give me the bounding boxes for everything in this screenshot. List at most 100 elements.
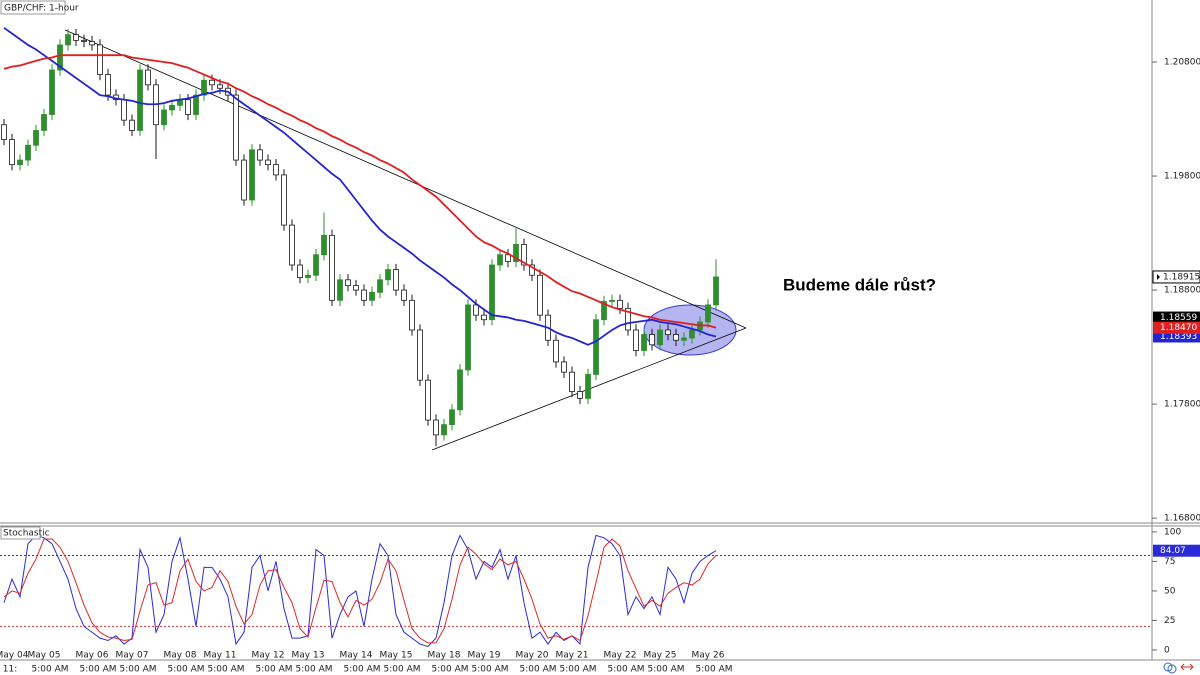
x-time-label: 11: <box>3 665 17 675</box>
x-tick-label: May 21 <box>556 651 589 661</box>
candle-body <box>649 334 655 346</box>
x-time-label: 5:00 AM <box>296 665 333 675</box>
candle-body <box>25 144 31 161</box>
title-box <box>0 0 66 15</box>
icon[interactable] <box>1167 664 1177 674</box>
candle-body <box>433 419 439 436</box>
candle-body <box>73 34 79 41</box>
candle-body <box>593 319 599 375</box>
x-time-label: 5:00 AM <box>648 665 685 675</box>
candle-body <box>665 329 671 335</box>
candle-body <box>553 339 559 363</box>
last-price-tag: 1.18915 <box>1163 272 1200 282</box>
annotation: Budeme dále růst? <box>783 275 936 294</box>
x-tick-label: May 12 <box>252 651 285 661</box>
last-price-bg <box>1152 270 1200 284</box>
candle-body <box>401 289 407 301</box>
candle-body <box>233 94 239 161</box>
candle-body <box>289 224 295 266</box>
x-time-label: 5:00 AM <box>168 665 205 675</box>
candle-body <box>481 314 487 321</box>
candle-body <box>369 291 375 301</box>
candle-body <box>577 391 583 399</box>
indicator-title-box <box>0 526 41 540</box>
x-tick-label: May 07 <box>116 651 149 661</box>
candle-body <box>273 164 279 176</box>
x-tick-label: May 06 <box>76 651 109 661</box>
candle-body <box>265 159 271 166</box>
y-tick-label: 1.16800 <box>1164 514 1200 524</box>
x-time-label: 5:00 AM <box>472 665 509 675</box>
candle-body <box>241 159 247 201</box>
candle-body <box>329 234 335 301</box>
candle-body <box>465 304 471 371</box>
candle-body <box>297 264 303 278</box>
x-tick-label: May 22 <box>604 651 637 661</box>
x-tick-label: May 13 <box>292 651 325 661</box>
candle-body <box>9 139 15 166</box>
x-tick-label: May 11 <box>204 651 237 661</box>
x-tick-label: May 19 <box>468 651 501 661</box>
ma-price-tag-bg <box>1153 321 1200 334</box>
icon[interactable] <box>1180 663 1194 671</box>
candle-body <box>489 264 495 321</box>
candle-body <box>409 299 415 331</box>
candle-body <box>17 159 23 166</box>
candle-body <box>41 114 47 131</box>
x-time-label: 5:00 AM <box>608 665 645 675</box>
candle-body <box>681 337 687 341</box>
indicator-title: Stochastic <box>3 529 50 539</box>
candle-body <box>537 274 543 316</box>
x-time-label: 5:00 AM <box>208 665 245 675</box>
moving-average <box>3 27 717 346</box>
x-tick-label: May 14 <box>340 651 373 661</box>
candle-body <box>393 269 399 291</box>
x-tick-label: May 04 <box>0 651 29 661</box>
candle-body <box>257 149 263 161</box>
y-tick-label: 1.17800 <box>1164 400 1200 410</box>
reference-price-tag-bg <box>1153 311 1200 324</box>
candle-body <box>57 44 63 71</box>
candle-body <box>417 329 423 381</box>
candle-body <box>81 39 87 42</box>
toolbar-icons[interactable] <box>1163 662 1194 674</box>
candle-body <box>473 304 479 316</box>
candle-body <box>193 94 199 115</box>
candle-body <box>353 285 359 291</box>
x-time-label: 5:00 AM <box>432 665 469 675</box>
y-tick-label: 100 <box>1164 527 1181 537</box>
candle-body <box>345 279 351 286</box>
x-tick-label: May 08 <box>164 651 197 661</box>
indicator-tag-bg <box>1153 544 1200 557</box>
ma-price-tag: 1.18470 <box>1160 323 1197 333</box>
last-price-arrow <box>1157 273 1160 280</box>
candle-body <box>313 254 319 276</box>
candle-body <box>657 329 663 346</box>
candle-body <box>585 374 591 399</box>
x-tick-label: May 15 <box>380 651 413 661</box>
moving-average <box>3 54 717 329</box>
candle-body <box>609 299 615 302</box>
candle-body <box>601 301 607 321</box>
candle-body <box>201 79 207 96</box>
y-tick-label: 1.20800 <box>1164 58 1200 68</box>
candle-body <box>209 79 215 86</box>
candle-body <box>521 244 527 266</box>
candle-body <box>617 299 623 309</box>
candle-body <box>249 149 255 201</box>
candle-body <box>449 409 455 426</box>
candle-body <box>89 41 95 46</box>
candle-body <box>529 264 535 276</box>
candle-body <box>633 329 639 351</box>
indicator-line <box>3 534 717 647</box>
x-tick-label: May 18 <box>428 651 461 661</box>
x-time-label: 5:00 AM <box>696 665 733 675</box>
x-tick-label: May 20 <box>516 651 549 661</box>
x-time-label: 5:00 AM <box>384 665 421 675</box>
candle-body <box>161 109 167 126</box>
candle-body <box>65 34 71 46</box>
x-time-label: 5:00 AM <box>80 665 117 675</box>
candle-body <box>497 254 503 266</box>
